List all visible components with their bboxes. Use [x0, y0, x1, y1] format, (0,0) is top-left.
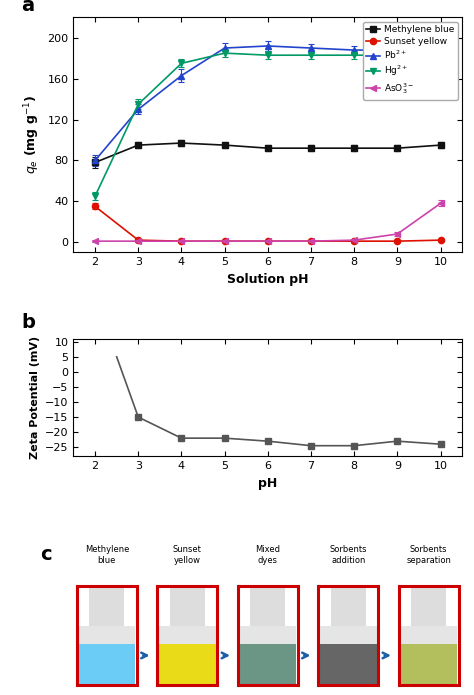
Bar	[237, 586, 298, 685]
Bar	[318, 586, 378, 685]
Bar	[319, 644, 377, 685]
Bar	[77, 586, 137, 685]
Bar	[319, 626, 377, 644]
Bar	[400, 644, 457, 685]
Text: Sorbents
addition: Sorbents addition	[329, 546, 367, 565]
Bar	[159, 644, 216, 685]
Bar	[250, 586, 285, 626]
X-axis label: pH: pH	[258, 477, 277, 490]
Bar	[78, 626, 136, 644]
Bar	[239, 626, 296, 644]
Bar	[318, 586, 378, 685]
Bar	[239, 644, 296, 685]
Text: Sorbents
separation: Sorbents separation	[406, 546, 451, 565]
Text: Methylene
blue: Methylene blue	[85, 546, 129, 565]
Bar	[157, 586, 218, 685]
Bar	[159, 626, 216, 644]
Bar	[331, 586, 366, 626]
Text: c: c	[40, 546, 52, 564]
X-axis label: Solution pH: Solution pH	[227, 273, 309, 286]
Bar	[399, 586, 459, 685]
Bar	[411, 586, 446, 626]
Bar	[78, 644, 136, 685]
Y-axis label: Zeta Potential (mV): Zeta Potential (mV)	[29, 336, 39, 459]
Bar	[170, 586, 205, 626]
Bar	[157, 586, 218, 685]
Text: Mixed
dyes: Mixed dyes	[255, 546, 280, 565]
Bar	[77, 586, 137, 685]
Bar	[90, 586, 124, 626]
Bar	[400, 626, 457, 644]
Y-axis label: $q_e$ (mg g$^{-1}$): $q_e$ (mg g$^{-1}$)	[22, 95, 42, 174]
Legend: Methylene blue, Sunset yellow, Pb$^{2+}$, Hg$^{2+}$, AsO$_3^{3-}$: Methylene blue, Sunset yellow, Pb$^{2+}$…	[363, 22, 457, 99]
Bar	[237, 586, 298, 685]
Text: a: a	[21, 0, 34, 15]
Text: b: b	[21, 313, 35, 332]
Bar	[399, 586, 459, 685]
Text: Sunset
yellow: Sunset yellow	[173, 546, 202, 565]
